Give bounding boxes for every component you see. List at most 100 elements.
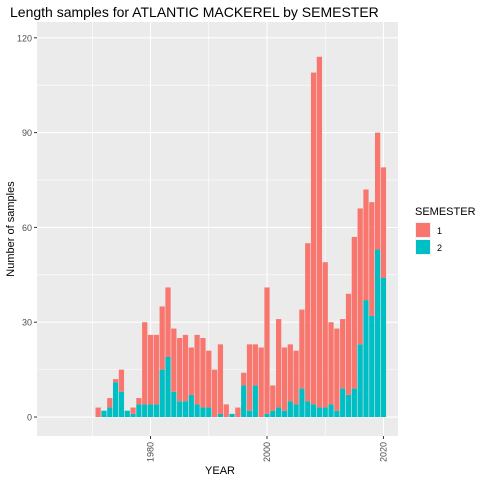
- bar-semester-2: [310, 404, 317, 418]
- bar-semester-1: [276, 319, 282, 408]
- bar-semester-2: [206, 407, 212, 418]
- bar-semester-2: [107, 407, 113, 418]
- bar-semester-1: [246, 344, 253, 411]
- bar-semester-2: [112, 382, 119, 418]
- bar-semester-2: [322, 407, 328, 418]
- bar-semester-2: [276, 407, 282, 418]
- bar-semester-1: [345, 293, 352, 395]
- bar-semester-2: [124, 410, 130, 418]
- bar-semester-2: [380, 277, 387, 418]
- y-tick-label: 120: [17, 33, 32, 43]
- bar-semester-1: [147, 334, 154, 405]
- bar-semester-2: [369, 315, 375, 418]
- bar-semester-1: [130, 407, 136, 414]
- y-tick-label: 0: [27, 413, 32, 423]
- bar-layer: [95, 56, 387, 418]
- bar-semester-1: [118, 369, 125, 392]
- bar-semester-1: [107, 398, 113, 408]
- bar-semester-1: [211, 369, 218, 418]
- bar-semester-1: [142, 322, 148, 405]
- bar-semester-1: [305, 243, 311, 402]
- bar-semester-1: [380, 167, 387, 278]
- bar-semester-1: [200, 338, 206, 408]
- bar-semester-1: [334, 328, 340, 411]
- bar-semester-1: [369, 202, 375, 316]
- bar-semester-1: [375, 132, 381, 250]
- bar-semester-2: [264, 413, 270, 418]
- y-tick-label: 60: [22, 223, 32, 233]
- bar-semester-1: [363, 189, 369, 301]
- bar-semester-1: [182, 334, 189, 402]
- bar-semester-2: [305, 401, 311, 418]
- bar-semester-2: [217, 413, 224, 418]
- bar-semester-2: [299, 388, 305, 418]
- bar-semester-2: [188, 394, 194, 418]
- bar-semester-1: [322, 262, 328, 408]
- bar-semester-2: [159, 369, 165, 418]
- bar-semester-1: [153, 334, 159, 405]
- bar-semester-1: [223, 404, 229, 418]
- x-axis-label: YEAR: [205, 465, 235, 477]
- y-axis: 0 30 60 90 120: [17, 33, 37, 423]
- bar-semester-2: [334, 410, 340, 418]
- y-tick-label: 30: [22, 318, 32, 328]
- bar-semester-1: [171, 328, 177, 392]
- bar-semester-1: [328, 322, 334, 405]
- bar-semester-2: [375, 249, 381, 418]
- bar-semester-2: [229, 413, 235, 418]
- bar-semester-2: [351, 388, 357, 418]
- bar-semester-2: [246, 410, 253, 418]
- bar-semester-1: [357, 208, 363, 345]
- bar-semester-1: [340, 319, 346, 389]
- bar-semester-1: [188, 347, 194, 395]
- bar-semester-2: [316, 407, 323, 418]
- bar-semester-1: [293, 350, 299, 405]
- bar-semester-1: [159, 306, 165, 370]
- x-tick-label: 2020: [378, 442, 388, 462]
- bar-semester-2: [281, 410, 288, 418]
- bar-semester-2: [252, 385, 258, 418]
- bar-semester-1: [235, 407, 241, 418]
- bar-semester-1: [136, 398, 142, 405]
- bar-semester-2: [171, 391, 177, 418]
- bar-semester-1: [241, 372, 247, 386]
- bar-semester-1: [252, 344, 258, 386]
- bar-semester-2: [142, 404, 148, 418]
- bar-semester-2: [345, 394, 352, 418]
- bar-semester-1: [194, 334, 200, 405]
- legend-title: SEMESTER: [415, 206, 476, 218]
- bar-semester-2: [357, 344, 363, 418]
- bar-semester-1: [351, 236, 357, 389]
- bar-semester-1: [316, 56, 323, 408]
- bar-semester-1: [270, 385, 276, 411]
- y-tick-label: 90: [22, 128, 32, 138]
- bar-semester-2: [165, 356, 171, 418]
- legend-entry-label: 1: [437, 226, 442, 236]
- bar-semester-1: [217, 344, 224, 414]
- bar-semester-2: [340, 388, 346, 418]
- bar-semester-2: [118, 391, 125, 418]
- bar-semester-1: [206, 350, 212, 408]
- legend-key-swatch: [416, 240, 430, 254]
- legend-entry-label: 2: [437, 243, 442, 253]
- y-axis-label: Number of samples: [5, 181, 17, 277]
- bar-semester-2: [270, 410, 276, 418]
- bar-semester-1: [258, 347, 264, 418]
- legend: SEMESTER 1 2: [415, 206, 476, 255]
- bar-semester-1: [264, 287, 270, 414]
- x-tick-label: 1980: [146, 442, 156, 462]
- bar-semester-2: [153, 404, 159, 418]
- x-axis: 1980 2000 2020: [146, 436, 388, 462]
- bar-semester-2: [194, 404, 200, 418]
- bar-semester-1: [287, 344, 293, 402]
- bar-semester-2: [293, 404, 299, 418]
- bar-semester-1: [299, 309, 305, 389]
- bar-semester-2: [136, 404, 142, 418]
- bar-semester-1: [95, 407, 101, 418]
- x-tick-label: 2000: [262, 442, 272, 462]
- bar-semester-2: [177, 401, 183, 418]
- bar-semester-1: [281, 347, 288, 411]
- bar-semester-1: [177, 338, 183, 402]
